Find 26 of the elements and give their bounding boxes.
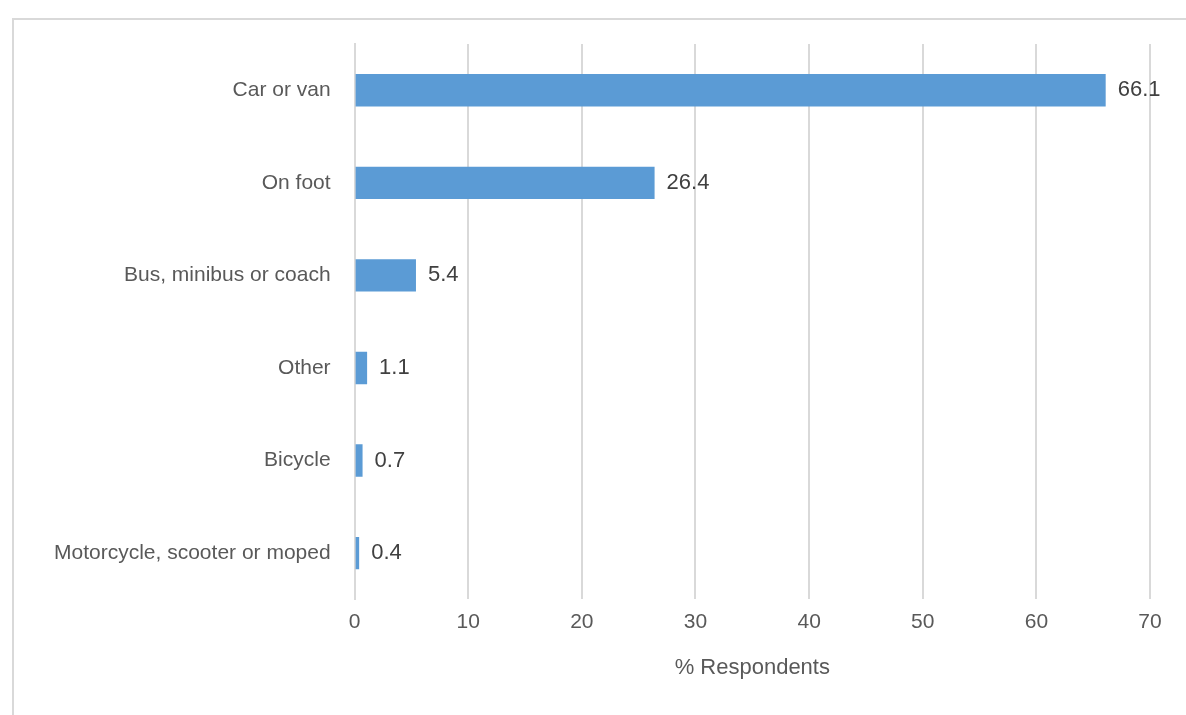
x-tick-label: 40 [797,608,821,632]
bar [355,166,655,200]
y-tick-label: Other [278,354,331,378]
y-tick-label: On foot [261,169,331,193]
x-tick-label: 0 [348,608,361,632]
data-label: 0.4 [371,539,402,565]
x-tick-label: 70 [1138,608,1162,632]
data-label: 26.4 [666,168,710,194]
bar [355,259,416,292]
data-label: 5.4 [427,261,459,287]
x-tick-label: 20 [570,608,594,632]
bar [355,444,363,477]
x-tick-label: 60 [1024,608,1049,632]
x-tick-label: 30 [683,608,708,632]
x-tick-label: 50 [911,608,935,632]
x-axis-title: % Respondents [674,653,830,679]
bar [355,74,1106,107]
x-tick-label: 10 [456,608,480,632]
data-label: 1.1 [379,354,410,380]
y-tick-label: Bus, minibus or coach [124,262,331,286]
bar [355,351,368,385]
y-tick-label: Motorcycle, scooter or moped [54,539,331,563]
y-tick-label: Car or van [232,77,331,101]
data-label: 66.1 [1117,76,1161,102]
y-tick-label: Bicycle [264,447,331,471]
data-label: 0.7 [374,446,406,472]
